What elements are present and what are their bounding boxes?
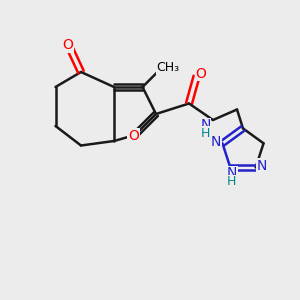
Text: N: N (226, 167, 237, 181)
Text: N: N (200, 118, 211, 132)
Text: O: O (128, 129, 139, 142)
Text: H: H (227, 176, 236, 188)
Text: CH₃: CH₃ (156, 61, 180, 74)
Text: N: N (257, 159, 268, 173)
Text: N: N (211, 135, 221, 149)
Text: O: O (196, 67, 206, 80)
Text: O: O (62, 38, 73, 52)
Text: H: H (201, 127, 210, 140)
